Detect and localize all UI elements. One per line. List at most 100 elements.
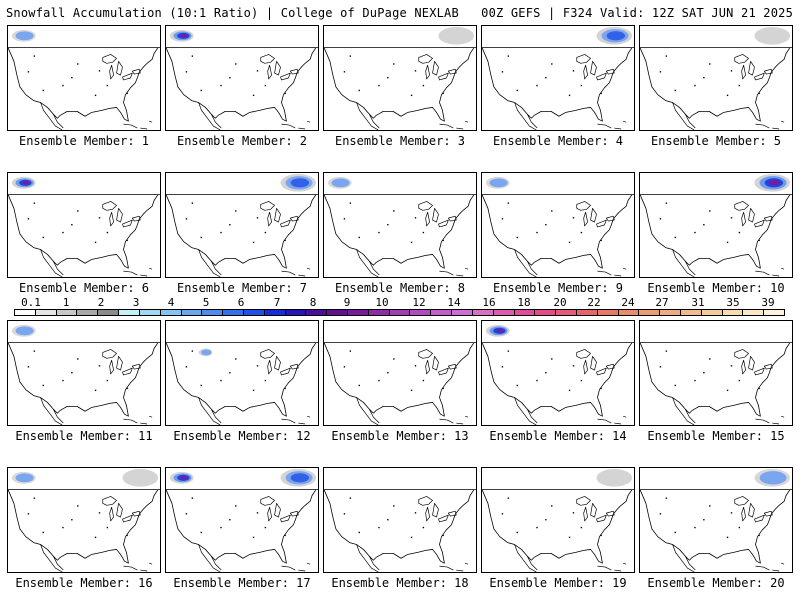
station-dot <box>98 70 101 72</box>
station-dot <box>507 55 510 57</box>
station-dot <box>694 84 696 87</box>
snowfall-area <box>122 468 159 487</box>
ensemble-member-map <box>323 172 477 278</box>
station-dot <box>94 241 97 244</box>
station-dot <box>709 505 711 507</box>
colorbar-swatch <box>139 310 161 315</box>
station-dot <box>33 202 36 204</box>
colorbar-tick-label: 35 <box>726 296 740 309</box>
station-dot <box>284 387 286 390</box>
station-dot <box>264 526 267 529</box>
station-dot <box>220 526 222 529</box>
caribbean-islands <box>597 562 627 572</box>
caribbean-islands <box>439 267 469 277</box>
ensemble-member-map <box>323 320 477 426</box>
station-dot <box>358 384 360 387</box>
us-coastline <box>640 489 792 564</box>
station-dot <box>442 92 444 95</box>
us-coastline <box>640 47 792 122</box>
station-dot <box>252 536 255 539</box>
station-dot <box>27 218 30 220</box>
station-dot <box>71 372 73 374</box>
station-dot <box>758 92 760 95</box>
station-dot <box>284 534 286 537</box>
station-dot <box>414 70 417 72</box>
station-dot <box>256 70 259 72</box>
station-dot <box>758 534 760 537</box>
station-dot <box>501 71 504 73</box>
colorbar-tick-label: 8 <box>309 296 317 309</box>
station-dot <box>730 217 733 219</box>
station-dot <box>572 512 575 514</box>
station-dot <box>580 231 583 234</box>
ensemble-member-map <box>639 320 793 426</box>
station-dot <box>507 202 510 204</box>
caribbean-islands <box>123 267 153 277</box>
station-dot <box>98 512 101 514</box>
station-dot <box>229 77 231 79</box>
station-dot <box>600 239 602 242</box>
mexico-coastline <box>514 102 538 130</box>
colorbar-swatch <box>535 310 557 315</box>
station-dot <box>71 519 73 521</box>
caribbean-islands <box>281 267 311 277</box>
station-dot <box>758 387 760 390</box>
mexico-coastline <box>40 397 64 425</box>
ensemble-member-label: Ensemble Member: 11 <box>15 429 153 443</box>
station-dot <box>358 531 360 534</box>
station-dot <box>501 366 504 368</box>
station-dot <box>126 387 128 390</box>
station-dot <box>410 94 413 97</box>
colorbar-swatch <box>556 310 577 315</box>
ensemble-member-map <box>481 172 635 278</box>
station-dot <box>27 513 30 515</box>
station-dot <box>738 526 741 529</box>
station-dot <box>62 526 64 529</box>
station-dot <box>358 236 360 239</box>
station-dot <box>580 84 583 87</box>
ensemble-member-label: Ensemble Member: 16 <box>15 576 153 590</box>
colorbar-swatch <box>348 310 369 315</box>
snowfall-area <box>22 181 30 185</box>
us-coastline <box>482 489 634 564</box>
mexico-coastline <box>672 397 696 425</box>
station-dot <box>71 224 73 226</box>
station-dot <box>410 536 413 539</box>
station-dot <box>694 526 696 529</box>
station-dot <box>442 239 444 242</box>
station-dot <box>349 350 352 352</box>
station-dot <box>703 77 705 79</box>
station-dot <box>200 531 202 534</box>
caribbean-islands <box>597 415 627 425</box>
station-dot <box>551 505 553 507</box>
colorbar-swatch <box>243 310 265 315</box>
snowfall-area <box>596 468 633 487</box>
station-dot <box>126 239 128 242</box>
colorbar-swatch <box>576 310 598 315</box>
station-dot <box>545 519 547 521</box>
mexico-coastline <box>40 102 64 130</box>
station-dot <box>185 71 188 73</box>
great-lakes <box>576 496 615 523</box>
station-dot <box>62 231 64 234</box>
mexico-coastline <box>356 544 380 572</box>
colorbar-tick-label: 16 <box>482 296 496 309</box>
station-dot <box>252 241 255 244</box>
station-dot <box>27 366 30 368</box>
station-dot <box>694 379 696 382</box>
station-dot <box>77 358 79 360</box>
station-dot <box>42 89 44 92</box>
station-dot <box>98 365 101 367</box>
colorbar-tick-label: 10 <box>375 296 389 309</box>
station-dot <box>393 505 395 507</box>
station-dot <box>358 89 360 92</box>
station-dot <box>600 92 602 95</box>
colorbar-swatch <box>264 310 286 315</box>
station-dot <box>378 379 380 382</box>
ensemble-member-map <box>481 320 635 426</box>
station-dot <box>703 224 705 226</box>
great-lakes <box>734 496 773 523</box>
station-dot <box>106 526 109 529</box>
station-dot <box>703 519 705 521</box>
great-lakes <box>418 54 457 81</box>
